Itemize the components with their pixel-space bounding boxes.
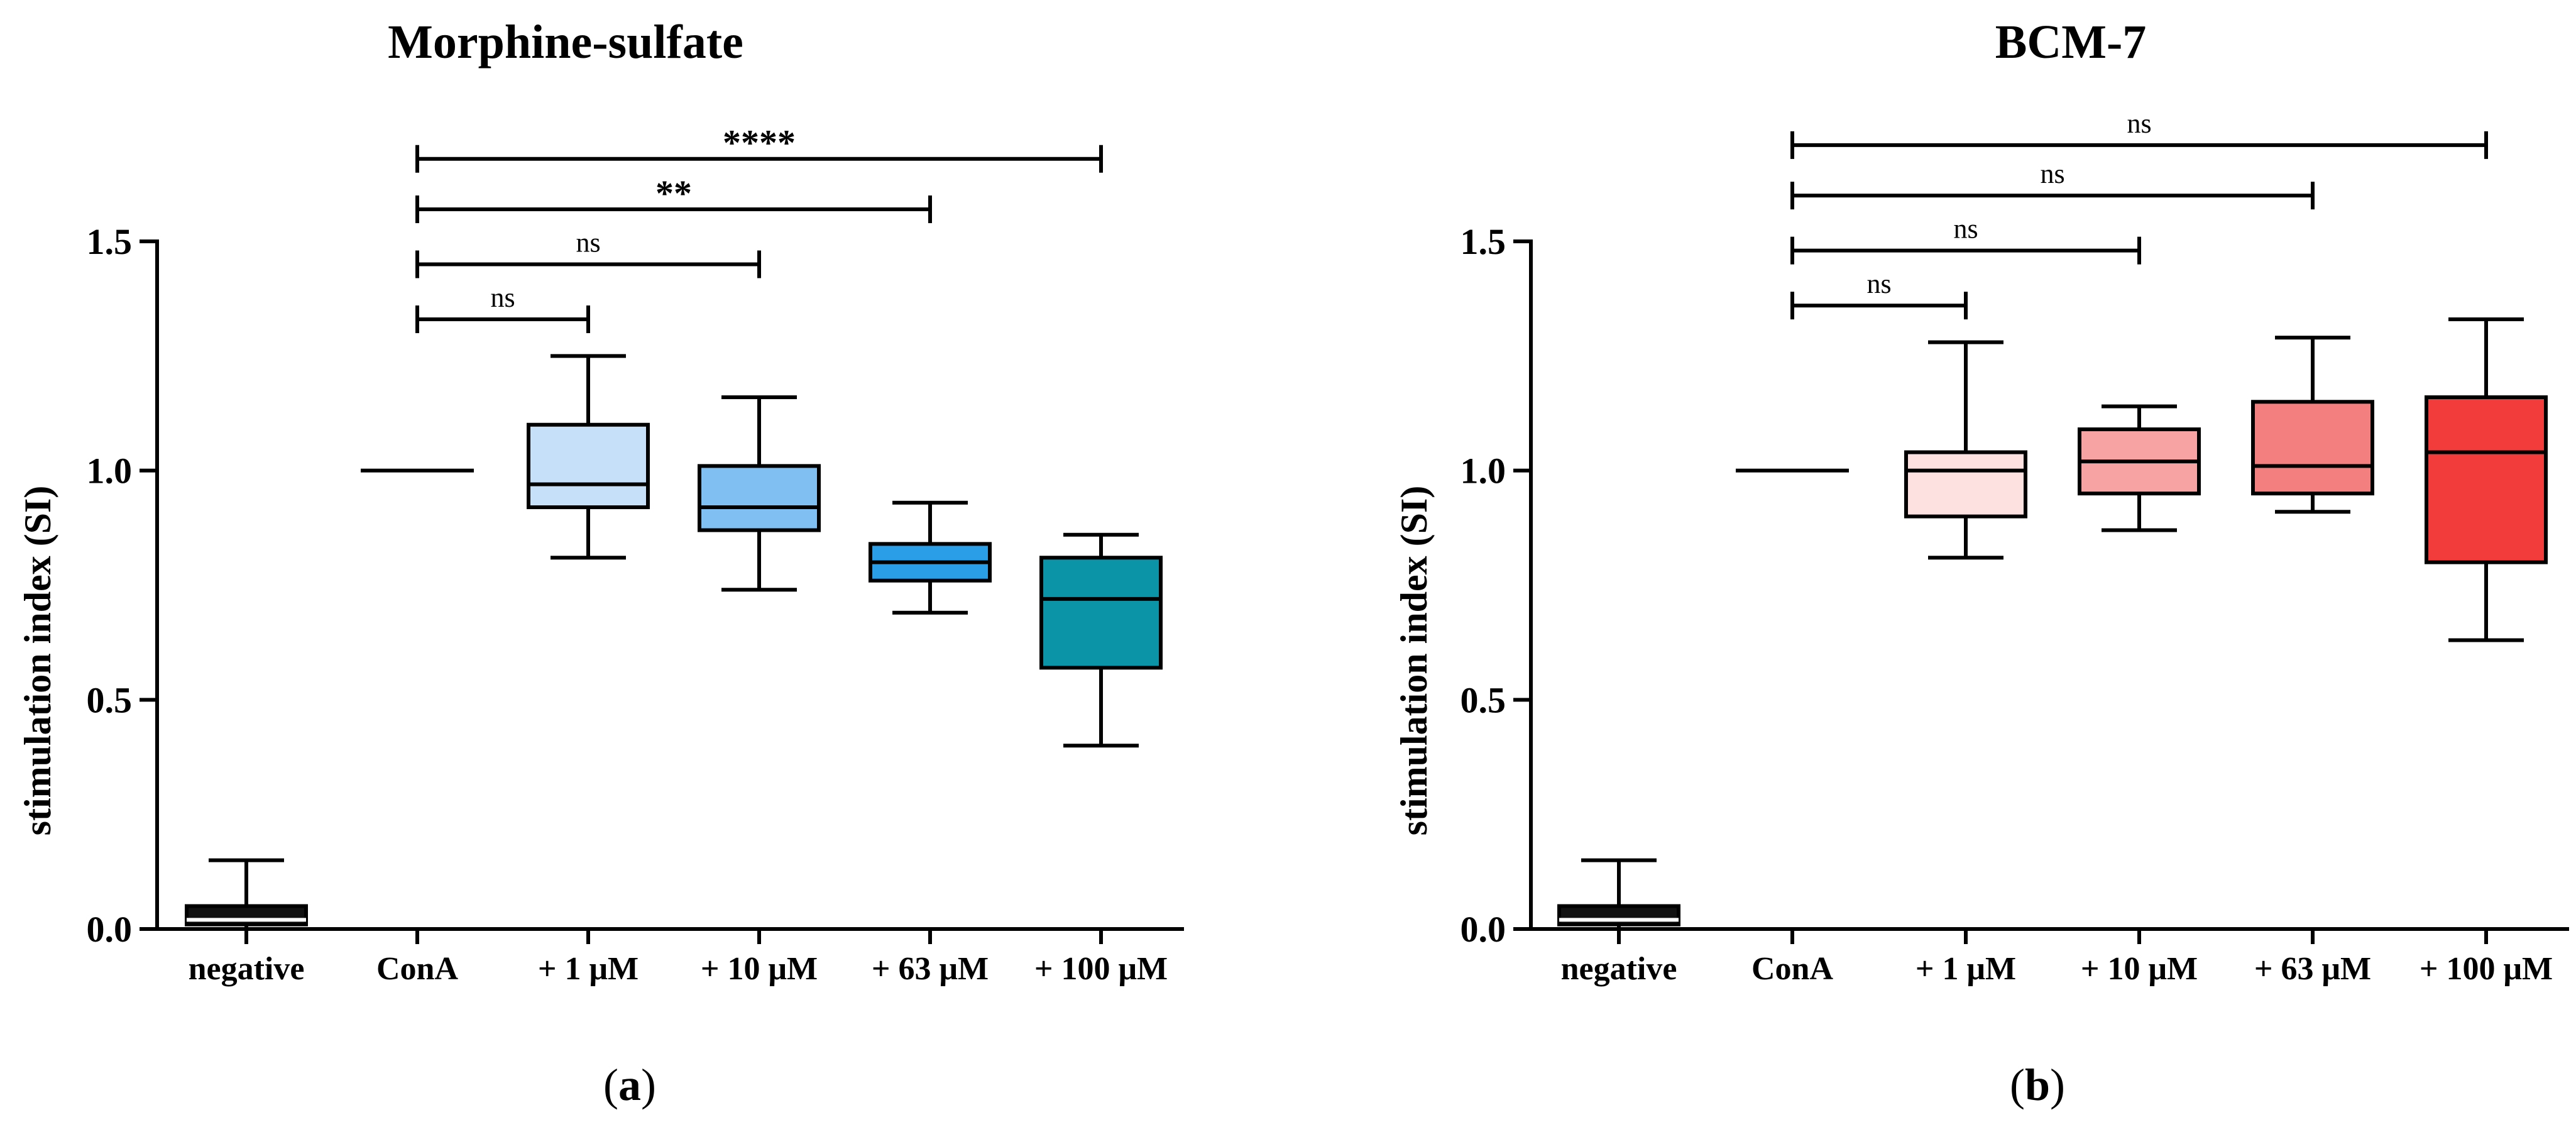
significance-bracket: **** [415,123,1103,173]
box-iqr [2251,400,2374,496]
significance-label: ns [490,282,515,313]
y-tick-label: 1.5 [1461,221,1506,262]
box-1-m [527,354,650,560]
panel-label: (a) [603,1060,656,1110]
y-axis-label: stimulation index (SI) [1393,486,1435,836]
box-63-m [2251,336,2374,514]
box-iqr [2425,395,2548,564]
chart-title: BCM-7 [1995,16,2147,69]
x-tick-label: + 1 μM [538,951,639,987]
significance-bracket: ns [1790,158,2315,210]
x-tick-label: + 1 μM [1916,951,2016,987]
chart-panel-a: Morphine-sulfate stimulation index (SI) 0.… [17,16,1184,1110]
significance-label: ns [576,227,600,258]
box-10-m [698,395,821,592]
box-100-m [1039,532,1163,748]
box-iqr [1904,450,2027,519]
panel-letter: b [2025,1060,2050,1110]
x-tick-label: + 100 μM [2420,951,2553,987]
panel-label: (b) [2010,1060,2065,1110]
y-tick-label: 1.0 [87,451,133,492]
x-tick-label: ConA [376,951,458,987]
significance-label: ** [655,173,692,214]
x-tick-label: ConA [1751,951,1833,987]
significance-bracket: ns [1790,268,1968,320]
x-tick-label: + 63 μM [872,951,989,987]
x-tick-label: negative [1561,951,1677,987]
box-negative [185,858,308,929]
x-tick-label: + 100 μM [1034,951,1168,987]
chart-panel-b: BCM-7 stimulation index (SI) 0.0 0.5 1.0 1.5 n… [1393,16,2569,1110]
y-tick-label: 1.5 [87,221,133,262]
y-tick-label: 0.0 [1461,909,1506,950]
significance-label: ns [1953,214,1978,245]
chart-title: Morphine-sulfate [388,16,743,69]
significance-label: ns [1866,268,1891,299]
significance-bracket: ** [415,173,932,223]
panel-letter: a [618,1060,641,1110]
y-axis-label: stimulation index (SI) [17,486,58,836]
significance-bracket: ns [415,282,590,333]
significance-bracket: ns [1790,214,2141,265]
box-iqr [1039,556,1163,670]
box-10-m [2078,404,2201,532]
box-iqr [698,464,821,532]
y-tick-label: 1.0 [1461,451,1506,492]
significance-label: ns [2040,158,2064,189]
box-iqr [527,422,650,510]
x-tick-label: + 63 μM [2254,951,2371,987]
y-tick-label: 0.5 [1461,679,1506,720]
significance-bracket: ns [1790,108,2488,159]
box-63-m [869,500,992,615]
box-1-m [1904,340,2027,560]
x-tick-label: + 10 μM [2081,951,2198,987]
y-tick-label: 0.0 [87,909,133,950]
x-tick-label: + 10 μM [701,951,818,987]
significance-bracket: ns [415,227,761,278]
significance-label: **** [723,123,796,163]
x-tick-label: negative [189,951,305,987]
box-negative [1557,858,1680,929]
significance-label: ns [2127,108,2151,139]
box-100-m [2425,317,2548,642]
y-tick-label: 0.5 [87,679,133,720]
